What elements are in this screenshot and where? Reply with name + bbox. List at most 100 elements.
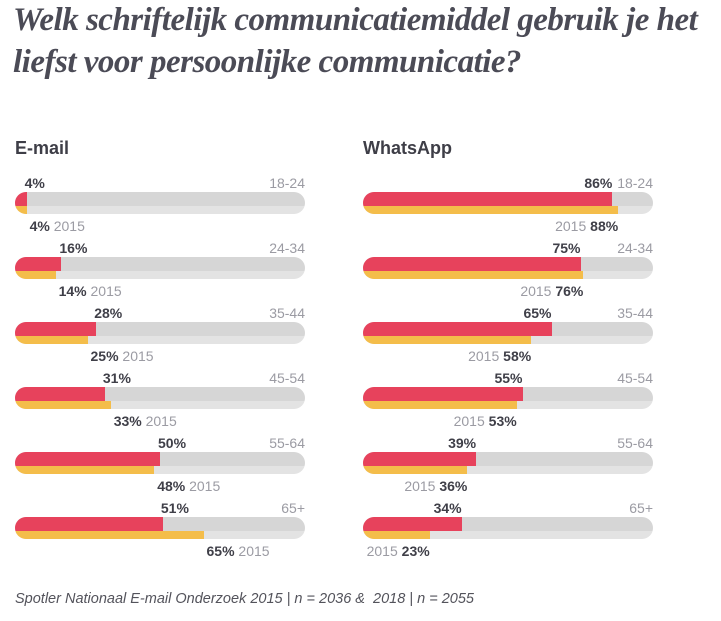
value-label-2018: 55%: [494, 370, 523, 386]
bar-fill-2018: [363, 322, 552, 336]
value-label-2018: 50%: [158, 435, 187, 451]
value-label-2018: 65%: [523, 305, 552, 321]
age-group-label: 45-54: [617, 370, 653, 386]
bar-track-2018: [363, 192, 653, 206]
bar-row: 55% 45-54 2015 53%: [363, 368, 653, 433]
bar-bottom-line: 14% 2015: [15, 283, 305, 299]
value-2015-percent: 53%: [488, 413, 517, 429]
value-label-2015: 2015 23%: [367, 543, 430, 559]
bar-track-2015: [363, 401, 653, 409]
bar-bottom-line: 48% 2015: [15, 478, 305, 494]
bar-row: 16% 24-34 14% 2015: [15, 238, 305, 303]
bar-row: 51% 65+ 65% 2015: [15, 498, 305, 563]
bar-fill-2018: [363, 452, 477, 466]
year-2015-label: 2015: [366, 543, 398, 559]
value-2015-percent: 58%: [503, 348, 532, 364]
bar-rows-whatsapp: 86% 18-24 2015 88% 75% 24-34 2015 76% 65% 35-44…: [363, 173, 653, 563]
bar-fill-2015: [363, 271, 584, 279]
bar-track: [15, 387, 305, 409]
bar-fill-2018: [15, 452, 160, 466]
bar-track-2018: [363, 322, 653, 336]
bar-top-line: 28% 35-44: [15, 305, 305, 321]
bar-fill-2015: [363, 206, 619, 214]
bar-bottom-line: 2015 36%: [363, 478, 653, 494]
value-label-2018: 34%: [433, 500, 462, 516]
bar-track-2018: [15, 257, 305, 271]
bar-fill-2018: [363, 517, 462, 531]
chart-title: Welk schriftelijk communicatiemiddel geb…: [13, 2, 698, 80]
value-label-2015: 2015 58%: [468, 348, 531, 364]
bar-fill-2015: [15, 271, 56, 279]
bar-bottom-line: 2015 23%: [363, 543, 653, 559]
age-group-label: 65+: [629, 500, 653, 516]
year-2015-label: 2015: [145, 413, 177, 429]
bar-row: 39% 55-64 2015 36%: [363, 433, 653, 498]
bar-track-2018: [15, 452, 305, 466]
value-label-2018: 4%: [24, 175, 45, 191]
age-group-label: 55-64: [617, 435, 653, 451]
bar-top-line: 86% 18-24: [363, 175, 653, 191]
age-group-label: 24-34: [617, 240, 653, 256]
bar-fill-2015: [15, 401, 111, 409]
bar-fill-2015: [15, 336, 88, 344]
bar-fill-2015: [15, 206, 27, 214]
year-2015-label: 2015: [238, 543, 270, 559]
year-2015-label: 2015: [53, 218, 85, 234]
bar-top-line: 65% 35-44: [363, 305, 653, 321]
age-group-label: 45-54: [269, 370, 305, 386]
year-2015-label: 2015: [404, 478, 436, 494]
value-label-2015: 2015 53%: [454, 413, 517, 429]
bar-track-2015: [15, 206, 305, 214]
bar-bottom-line: 4% 2015: [15, 218, 305, 234]
age-group-label: 55-64: [269, 435, 305, 451]
bar-track: [363, 322, 653, 344]
year-2015-label: 2015: [122, 348, 154, 364]
bar-row: 50% 55-64 48% 2015: [15, 433, 305, 498]
value-2015-percent: 23%: [401, 543, 430, 559]
year-2015-label: 2015: [189, 478, 221, 494]
bar-track-2015: [363, 206, 653, 214]
bar-track-2018: [363, 257, 653, 271]
value-2015-percent: 65%: [206, 543, 235, 559]
value-2015-percent: 36%: [439, 478, 468, 494]
age-group-label: 18-24: [617, 175, 653, 191]
bar-track-2015: [15, 336, 305, 344]
value-label-2018: 16%: [59, 240, 88, 256]
bar-fill-2018: [15, 192, 27, 206]
age-group-label: 24-34: [269, 240, 305, 256]
value-label-2015: 2015 88%: [555, 218, 618, 234]
bar-fill-2018: [15, 322, 97, 336]
bar-bottom-line: 2015 58%: [363, 348, 653, 364]
bar-bottom-line: 2015 53%: [363, 413, 653, 429]
bar-row: 75% 24-34 2015 76%: [363, 238, 653, 303]
column-header-whatsapp: WhatsApp: [363, 138, 452, 158]
bar-track-2015: [15, 271, 305, 279]
value-2015-percent: 25%: [90, 348, 119, 364]
value-label-2015: 14% 2015: [59, 283, 122, 299]
bar-track-2015: [15, 531, 305, 539]
year-2015-label: 2015: [468, 348, 500, 364]
bar-fill-2015: [363, 336, 532, 344]
bar-row: 65% 35-44 2015 58%: [363, 303, 653, 368]
bar-track-2018: [15, 192, 305, 206]
bar-track-2018: [363, 387, 653, 401]
bar-track: [363, 257, 653, 279]
bar-track-2018: [15, 322, 305, 336]
year-2015-label: 2015: [520, 283, 552, 299]
value-2015-percent: 48%: [157, 478, 186, 494]
bar-track-2018: [363, 517, 653, 531]
bar-fill-2018: [363, 192, 613, 206]
bar-bottom-line: 25% 2015: [15, 348, 305, 364]
value-label-2015: 65% 2015: [207, 543, 270, 559]
bar-fill-2018: [363, 387, 523, 401]
bar-track: [15, 517, 305, 539]
bar-track: [363, 387, 653, 409]
bar-fill-2015: [363, 401, 517, 409]
bar-row: 34% 65+ 2015 23%: [363, 498, 653, 563]
value-label-2015: 4% 2015: [30, 218, 85, 234]
bar-track: [15, 322, 305, 344]
year-2015-label: 2015: [453, 413, 485, 429]
bar-track-2018: [15, 387, 305, 401]
bar-top-line: 51% 65+: [15, 500, 305, 516]
bar-fill-2015: [15, 466, 155, 474]
